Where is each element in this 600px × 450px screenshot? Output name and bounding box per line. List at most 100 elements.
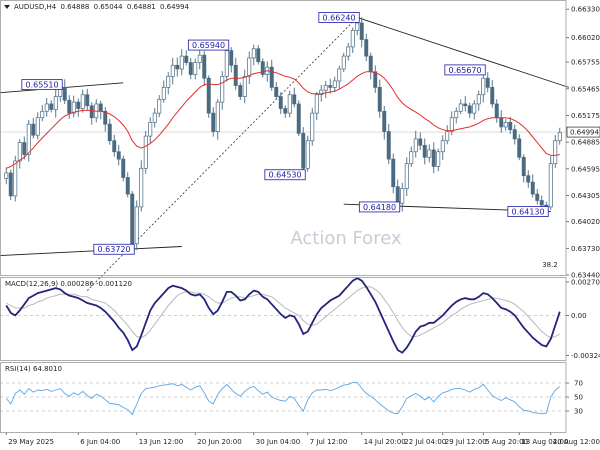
candle-body	[472, 103, 477, 114]
time-tick-label-7: 22 Jul 04:00	[404, 438, 446, 446]
candle	[157, 95, 162, 118]
candle-body	[170, 64, 175, 77]
candle	[121, 155, 126, 182]
price-tick-label-10: 0.63440	[571, 272, 600, 280]
candle	[436, 148, 441, 172]
candle-body	[260, 61, 265, 75]
chevron-down-icon[interactable]	[4, 5, 10, 9]
candle	[211, 107, 216, 137]
candle-body	[431, 149, 436, 167]
candle-body	[139, 167, 144, 208]
candle	[175, 57, 180, 77]
candle-body	[76, 101, 81, 109]
candle-body	[80, 94, 85, 109]
candle-body	[341, 55, 346, 70]
candle	[274, 81, 279, 100]
candle-body	[179, 55, 184, 70]
candle	[323, 80, 328, 99]
candle-body	[13, 160, 18, 197]
candle	[458, 99, 463, 115]
candle	[256, 45, 261, 65]
current-price-label: 0.64994	[570, 129, 599, 137]
candle	[530, 174, 535, 198]
candle	[382, 105, 387, 140]
macd-title: MACD(12,26,9) 0.000286 -0.001120	[5, 280, 132, 288]
candle	[350, 27, 355, 53]
candle	[440, 135, 445, 160]
candle-body	[539, 200, 544, 206]
candle-body	[188, 62, 193, 75]
candle	[400, 182, 405, 212]
candle	[166, 72, 171, 95]
candle	[134, 200, 139, 251]
candle-body	[476, 94, 481, 105]
candle	[22, 136, 27, 160]
candle	[44, 98, 49, 117]
time-tick-label-3: 20 Jun 20:00	[197, 438, 241, 446]
panel-border-0	[0, 0, 567, 276]
trendlines	[0, 17, 569, 291]
time-tick-label-11: 20 Aug 12:00	[553, 438, 600, 446]
candle-body	[193, 62, 198, 75]
price-annotation-label: 0.64130	[512, 208, 545, 217]
candle-body	[436, 151, 441, 167]
candle-body	[130, 193, 135, 245]
rsi-line	[5, 381, 561, 416]
candle	[535, 189, 540, 205]
rsi-title: RSI(14) 64.8010	[5, 365, 62, 373]
candle-body	[503, 121, 508, 128]
candle	[301, 127, 306, 172]
rsi-tick-label-1: 50	[574, 394, 583, 402]
candle	[463, 95, 468, 112]
macd-tick-label-2: -0.003241	[571, 352, 600, 360]
candle	[139, 160, 144, 212]
candle	[472, 100, 477, 120]
candle-body	[521, 156, 526, 177]
candle-body	[22, 142, 27, 155]
candle-body	[346, 46, 351, 57]
candle-body	[377, 87, 382, 112]
candle-body	[418, 138, 423, 146]
candle	[292, 87, 297, 108]
candle-body	[40, 110, 45, 119]
price-axis: 0.66330 0.66020 0.65755 0.65465 0.65175 0.648…	[566, 6, 600, 280]
candle	[526, 170, 531, 188]
rsi-tick-label-2: 30	[574, 408, 583, 416]
candle	[328, 78, 333, 94]
candle	[422, 138, 427, 165]
candle-body	[166, 75, 171, 88]
price-annotation-label: 0.63720	[98, 245, 131, 254]
candle	[278, 92, 283, 114]
macd-tick-label-0: 0.002702	[571, 278, 600, 286]
candle	[233, 57, 238, 90]
candle	[359, 17, 364, 48]
candle	[206, 75, 211, 118]
candle-body	[242, 75, 247, 97]
candle	[539, 195, 544, 209]
candle-body	[31, 123, 36, 136]
candle	[409, 146, 414, 167]
candle-body	[148, 121, 153, 137]
candle-body	[202, 54, 207, 79]
candle	[152, 107, 157, 128]
candle	[490, 80, 495, 108]
candle	[431, 142, 436, 174]
price-tick-label-1: 0.66020	[571, 34, 600, 42]
candle-body	[121, 158, 126, 178]
candle-body	[386, 131, 391, 160]
candle-body	[206, 77, 211, 114]
price-tick-label-9: 0.63730	[571, 245, 600, 253]
time-tick-label-10: 13 Aug 04:00	[521, 438, 568, 446]
candle	[503, 119, 508, 131]
macd-signal-line	[6, 286, 561, 339]
price-annotation-box	[21, 79, 63, 91]
candle	[130, 191, 135, 249]
candle	[373, 65, 378, 93]
candle	[17, 139, 22, 169]
rsi-panel: 70 50 30 RSI(14) 64.8010	[0, 365, 583, 416]
candle-body	[490, 87, 495, 105]
time-tick-label-8: 29 Jul 12:00	[445, 438, 487, 446]
candle-body	[553, 140, 558, 165]
candle-body	[274, 87, 279, 97]
candle-body	[359, 22, 364, 40]
